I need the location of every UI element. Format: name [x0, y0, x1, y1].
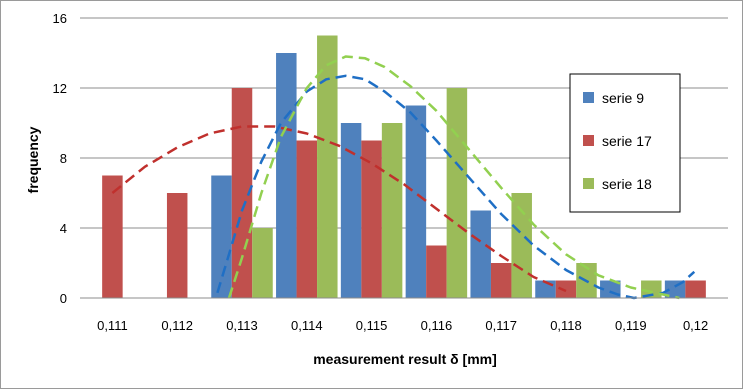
x-tick-label: 0,111	[97, 318, 128, 333]
bars	[102, 35, 706, 298]
y-tick-labels: 0 4 8 12 16	[53, 11, 67, 306]
x-tick-label: 0,113	[226, 318, 258, 333]
x-tick-label: 0,118	[550, 318, 582, 333]
bar-serie-9	[470, 210, 491, 298]
bar-serie-9	[276, 53, 297, 298]
legend-swatch	[583, 135, 594, 146]
bar-serie-17	[361, 140, 382, 298]
bar-serie-18	[381, 123, 403, 298]
bar-serie-17	[296, 140, 318, 298]
y-tick-label: 0	[60, 291, 67, 306]
bar-serie-18	[641, 280, 662, 298]
fit-curves	[111, 55, 696, 300]
legend-label: serie 17	[602, 133, 652, 149]
y-axis-title: frequency	[25, 126, 41, 193]
bar-serie-9	[405, 105, 427, 298]
legend-swatch	[583, 178, 594, 189]
bar-serie-9	[340, 123, 362, 298]
bar-serie-17	[166, 193, 188, 298]
fit-curve-serie-18	[227, 55, 680, 300]
bar-serie-17	[555, 280, 577, 298]
x-tick-label: 0,114	[291, 318, 323, 333]
y-tick-label: 12	[53, 81, 67, 96]
legend-label: serie 18	[602, 176, 652, 192]
x-tick-label: 0,116	[421, 318, 453, 333]
y-tick-label: 8	[60, 151, 67, 166]
bar-serie-17	[685, 280, 706, 298]
x-tick-label: 0,12	[683, 318, 708, 333]
x-tick-labels: 0,111 0,112 0,113 0,114 0,115 0,116 0,117 0,118…	[97, 318, 708, 333]
legend-swatch	[583, 92, 594, 103]
y-tick-label: 16	[53, 11, 67, 26]
y-tick-label: 4	[60, 221, 67, 236]
bar-serie-17	[490, 263, 512, 298]
x-tick-label: 0,115	[356, 318, 388, 333]
legend-label: serie 9	[602, 90, 644, 106]
bar-serie-18	[511, 193, 532, 298]
x-axis-title: measurement result δ [mm]	[313, 351, 497, 367]
bar-serie-17	[426, 245, 447, 298]
legend: serie 9 serie 17 serie 18	[569, 73, 681, 213]
bar-serie-18	[252, 228, 273, 298]
x-tick-label: 0,112	[161, 318, 193, 333]
bar-serie-17	[231, 88, 253, 298]
bar-serie-18	[317, 35, 338, 298]
x-tick-label: 0,117	[485, 318, 517, 333]
x-tick-label: 0,119	[615, 318, 647, 333]
bar-serie-9	[211, 175, 232, 298]
bar-serie-17	[102, 175, 123, 298]
bar-serie-18	[446, 88, 468, 298]
fit-curve-serie-9	[216, 74, 696, 300]
fit-curve-serie-17	[111, 125, 567, 293]
